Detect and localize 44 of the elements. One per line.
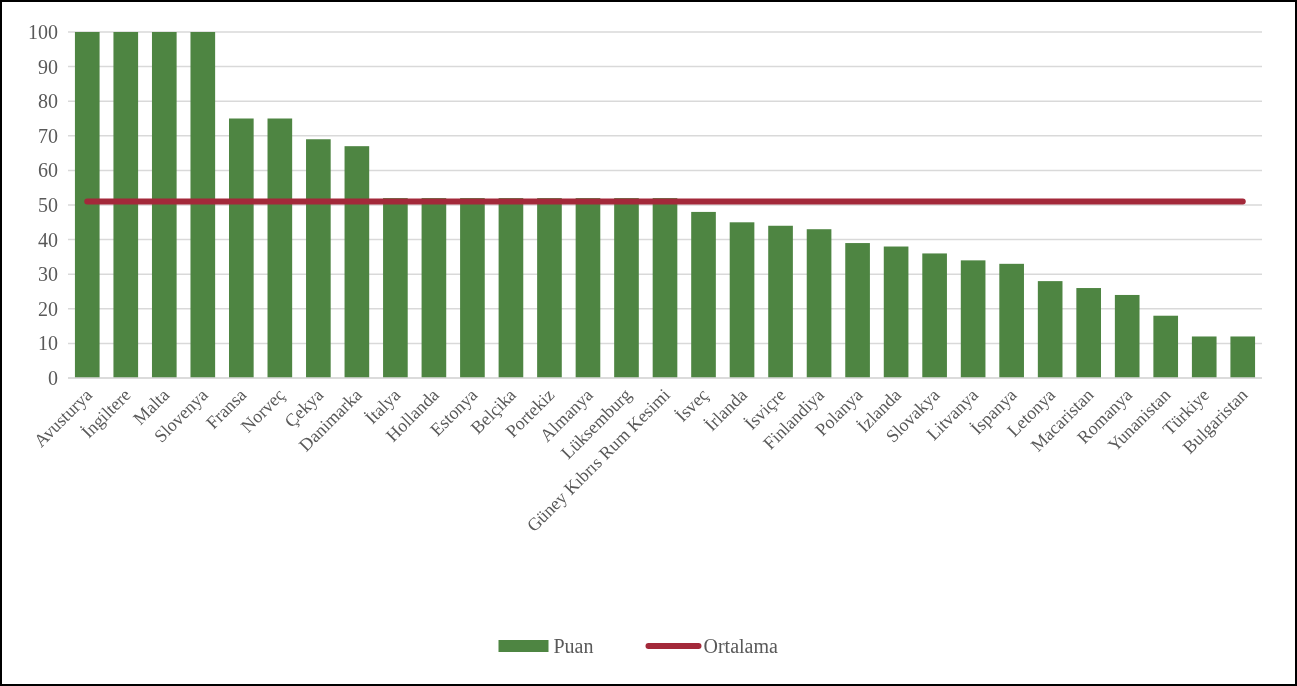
y-tick-label: 30 (38, 263, 58, 286)
bar (460, 198, 485, 378)
y-tick-label: 0 (48, 367, 58, 389)
bar (922, 253, 947, 378)
bar (113, 32, 139, 378)
y-tick-label: 70 (38, 124, 58, 147)
bar (1153, 315, 1179, 378)
bar (614, 198, 639, 378)
bar (498, 198, 524, 378)
y-tick-label: 10 (38, 332, 58, 355)
bar (267, 118, 293, 378)
bar (537, 198, 562, 378)
bar (306, 139, 331, 378)
bar (151, 32, 177, 378)
bar (383, 198, 408, 378)
y-tick-label: 60 (38, 159, 58, 182)
bar (575, 198, 601, 378)
bar (806, 229, 832, 378)
bar (1037, 281, 1063, 378)
bar (1114, 294, 1140, 378)
y-tick-label: 20 (38, 297, 58, 320)
y-tick-label: 90 (38, 55, 58, 78)
bar (1076, 288, 1101, 378)
bar (691, 211, 716, 378)
bar (1191, 336, 1217, 378)
bar (229, 118, 254, 378)
bar (344, 146, 370, 378)
bar (74, 32, 100, 378)
bar (421, 198, 447, 378)
bar (768, 225, 793, 378)
y-tick-label: 40 (38, 228, 58, 251)
y-tick-label: 50 (38, 194, 58, 216)
bar (1230, 336, 1256, 378)
y-tick-label: 100 (28, 21, 58, 43)
bar (845, 243, 870, 378)
bar (729, 222, 755, 378)
bar (960, 260, 986, 378)
legend-label: Ortalama (703, 635, 779, 657)
bar (883, 246, 909, 378)
y-tick-label: 80 (38, 90, 58, 113)
legend-label: Puan (553, 635, 594, 657)
bar (652, 198, 678, 378)
bar (999, 263, 1024, 378)
bar (190, 32, 216, 378)
